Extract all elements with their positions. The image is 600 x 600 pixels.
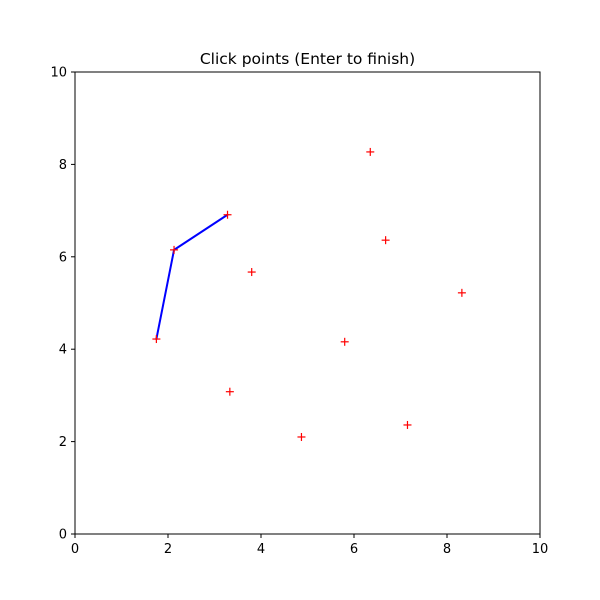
x-tick-label: 2: [164, 542, 172, 557]
x-tick-label: 0: [71, 542, 79, 557]
y-tick-label: 6: [59, 250, 67, 265]
x-tick-label: 4: [257, 542, 265, 557]
point-marker: [366, 147, 375, 156]
x-tick-label: 10: [532, 542, 549, 557]
chart-title: Click points (Enter to finish): [200, 50, 415, 68]
point-marker: [403, 420, 412, 429]
point-marker: [247, 268, 256, 277]
point-marker: [223, 210, 232, 219]
y-tick-label: 10: [50, 66, 67, 81]
y-tick-label: 8: [59, 158, 67, 173]
point-marker: [381, 236, 390, 245]
x-axis-ticks: 0 2 4 6 8 10: [71, 534, 548, 557]
axes-frame: [74, 71, 541, 535]
x-tick-label: 8: [443, 542, 451, 557]
point-marker: [297, 432, 306, 441]
point-marker: [340, 337, 349, 346]
y-tick-label: 2: [59, 435, 67, 450]
x-tick-label: 6: [350, 542, 358, 557]
plot-area[interactable]: [75, 72, 540, 534]
y-axis-ticks: 0 2 4 6 8 10: [50, 66, 75, 543]
point-marker: [170, 245, 179, 254]
y-tick-label: 0: [59, 528, 67, 543]
point-marker: [152, 335, 161, 344]
y-tick-label: 4: [59, 343, 67, 358]
point-marker: [225, 387, 234, 396]
point-marker: [457, 288, 466, 297]
clicked-points-layer: [152, 147, 466, 441]
